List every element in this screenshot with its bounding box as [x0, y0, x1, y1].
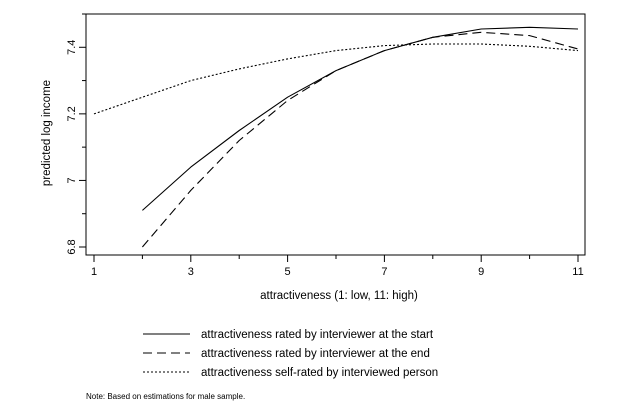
x-axis: 1 3 5 7 9 11 [91, 255, 584, 278]
x-tick-label: 9 [478, 266, 484, 278]
x-tick-label: 5 [285, 266, 291, 278]
y-tick-label: 7.2 [66, 106, 78, 121]
y-tick-label: 7 [66, 177, 78, 183]
series-layer [93, 26, 579, 248]
x-tick-label: 3 [188, 266, 194, 278]
x-tick-label: 1 [91, 266, 97, 278]
y-tick-label: 6.8 [66, 239, 78, 254]
y-tick-label: 7.4 [66, 40, 78, 55]
legend-label-1: attractiveness rated by interviewer at t… [201, 329, 434, 341]
legend-label-2: attractiveness rated by interviewer at t… [201, 348, 430, 360]
x-tick-label: 11 [572, 266, 583, 278]
series-line-2 [141, 31, 579, 248]
series-line-3 [93, 43, 579, 115]
note-text: Note: Based on estimations for male samp… [86, 392, 245, 401]
y-axis: 6.8 7 7.2 7.4 [66, 13, 86, 255]
plot-frame [85, 13, 586, 256]
legend: attractiveness rated by interviewer at t… [143, 329, 438, 379]
y-axis-title: predicted log income [41, 80, 53, 186]
x-tick-label: 7 [381, 266, 387, 278]
series-line-1 [142, 26, 579, 211]
x-axis-title: attractiveness (1: low, 11: high) [260, 290, 418, 302]
legend-label-3: attractiveness self-rated by interviewed… [201, 367, 438, 379]
